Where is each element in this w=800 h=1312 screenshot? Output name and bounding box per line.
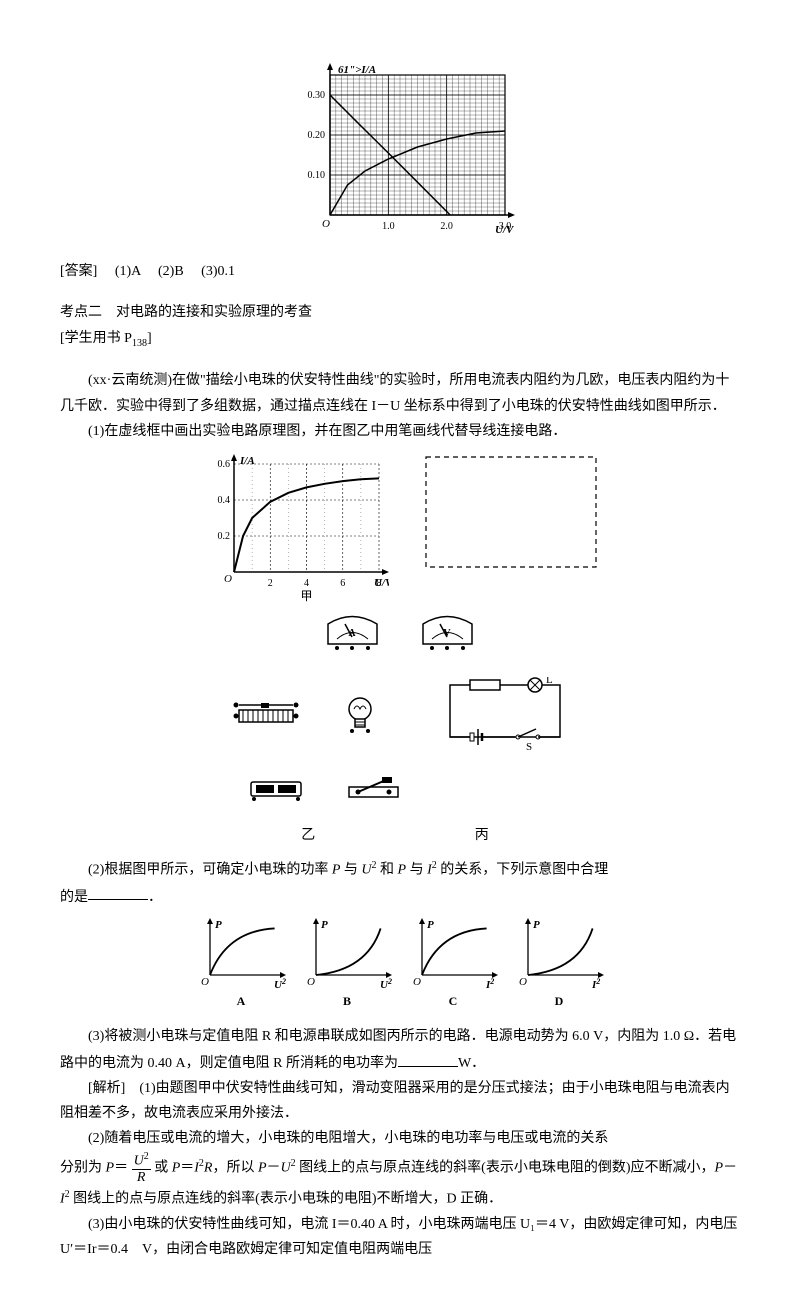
answer-label: [答案] <box>60 264 97 279</box>
topic-title: 考点二 对电路的连接和实验原理的考查 <box>60 300 740 325</box>
svg-text:U2: U2 <box>380 977 392 991</box>
components-row-3 <box>60 773 740 815</box>
svg-text:1.0: 1.0 <box>382 221 395 232</box>
question-1: (1)在虚线框中画出实验电路原理图，并在图乙中用笔画线代替导线连接电路． <box>60 419 740 444</box>
svg-text:6: 6 <box>341 578 346 589</box>
svg-text:8: 8 <box>377 578 382 589</box>
analysis-p2a: (2)随着电压或电流的增大，小电珠的电阻增大，小电珠的电功率与电压或电流的关系 <box>60 1126 740 1151</box>
svg-text:A: A <box>349 628 357 639</box>
answer-3: (3)0.1 <box>201 264 235 279</box>
svg-text:B: B <box>343 994 351 1007</box>
ammeter-icon: A <box>317 614 388 661</box>
blank-1[interactable] <box>88 883 148 901</box>
svg-text:61">I/A: 61">I/A <box>338 64 376 76</box>
svg-text:L: L <box>546 677 553 686</box>
svg-text:4: 4 <box>304 578 309 589</box>
analysis-label: [解析] <box>88 1081 125 1096</box>
option-charts-row: P U2 O A P U2 O B P I2 O C <box>60 918 740 1016</box>
answer-block: [答案] (1)A (2)B (3)0.1 <box>60 259 740 284</box>
blank-2[interactable] <box>398 1049 458 1067</box>
voltmeter-icon: V <box>412 614 483 661</box>
analysis-block: [解析] (1)由题图甲中伏安特性曲线可知，滑动变阻器采用的是分压式接法；由于小… <box>60 1076 740 1126</box>
panel-labels: 乙 丙 <box>60 823 740 848</box>
svg-text:2.0: 2.0 <box>440 221 453 232</box>
svg-text:0.6: 0.6 <box>218 459 231 470</box>
svg-text:O: O <box>224 573 232 585</box>
svg-text:P: P <box>533 919 540 931</box>
switch-icon <box>338 777 409 811</box>
svg-text:O: O <box>519 976 527 988</box>
svg-text:U2: U2 <box>274 977 286 991</box>
components-row-2: R L S <box>60 673 740 765</box>
svg-text:O: O <box>413 976 421 988</box>
svg-text:D: D <box>555 994 564 1007</box>
analysis-p3: (3)由小电珠的伏安特性曲线可知，电流 I＝0.40 A 时，小电珠两端电压 U… <box>60 1212 740 1262</box>
svg-text:S: S <box>526 741 532 752</box>
circuit-c-icon: R L S <box>432 677 578 761</box>
svg-text:甲: 甲 <box>301 589 313 602</box>
svg-text:P: P <box>321 919 328 931</box>
chart-iv-graph: 61">I/AU/V1.02.03.00.100.200.30O <box>60 60 740 249</box>
svg-text:0.30: 0.30 <box>308 90 326 101</box>
svg-text:R: R <box>482 677 490 680</box>
analysis-p2b: 分别为 P＝ U2 R 或 P＝I2R，所以 P－U2 图线上的点与原点连线的斜… <box>60 1151 740 1211</box>
chart2-row: I/AU/V24680.20.40.6O甲 <box>60 452 740 602</box>
svg-text:0.4: 0.4 <box>218 495 231 506</box>
components-row: A V <box>60 610 740 665</box>
question-3: (3)将被测小电珠与定值电阻 R 和电源串联成如图丙所示的电路．电源电动势为 6… <box>60 1024 740 1076</box>
book-ref: [学生用书 P138] <box>60 326 740 353</box>
svg-text:2: 2 <box>268 578 273 589</box>
svg-text:0.10: 0.10 <box>308 170 326 181</box>
battery-icon <box>238 777 314 811</box>
svg-text:I2: I2 <box>591 977 600 991</box>
svg-text:O: O <box>201 976 209 988</box>
answer-1: (1)A <box>115 264 141 279</box>
svg-text:0.2: 0.2 <box>218 531 231 542</box>
svg-text:O: O <box>322 218 330 230</box>
svg-text:3.0: 3.0 <box>499 221 512 232</box>
option-chart-b: P U2 O B <box>294 996 400 1011</box>
question-2b: 的是． <box>60 883 740 910</box>
svg-text:I2: I2 <box>485 977 494 991</box>
rheostat-icon <box>223 700 309 739</box>
bulb-icon <box>332 695 388 744</box>
svg-text:P: P <box>215 919 222 931</box>
problem-intro: (xx·云南统测)在做"描绘小电珠的伏安特性曲线"的实验时，所用电流表内阻约为几… <box>60 368 740 418</box>
question-2: (2)根据图甲所示，可确定小电珠的功率 P 与 U2 和 P 与 I2 的关系，… <box>60 857 740 883</box>
svg-text:A: A <box>237 994 246 1007</box>
option-chart-c: P I2 O C <box>400 996 506 1011</box>
dashed-box <box>421 452 601 582</box>
svg-text:P: P <box>427 919 434 931</box>
svg-text:I/A: I/A <box>239 455 255 467</box>
option-chart-d: P I2 O D <box>506 996 612 1011</box>
svg-text:0.20: 0.20 <box>308 130 326 141</box>
svg-text:O: O <box>307 976 315 988</box>
option-chart-a: P U2 O A <box>188 996 294 1011</box>
topic-header: 考点二 对电路的连接和实验原理的考查 [学生用书 P138] <box>60 300 740 352</box>
svg-text:V: V <box>443 628 451 639</box>
answer-2: (2)B <box>158 264 184 279</box>
svg-text:C: C <box>449 994 458 1007</box>
